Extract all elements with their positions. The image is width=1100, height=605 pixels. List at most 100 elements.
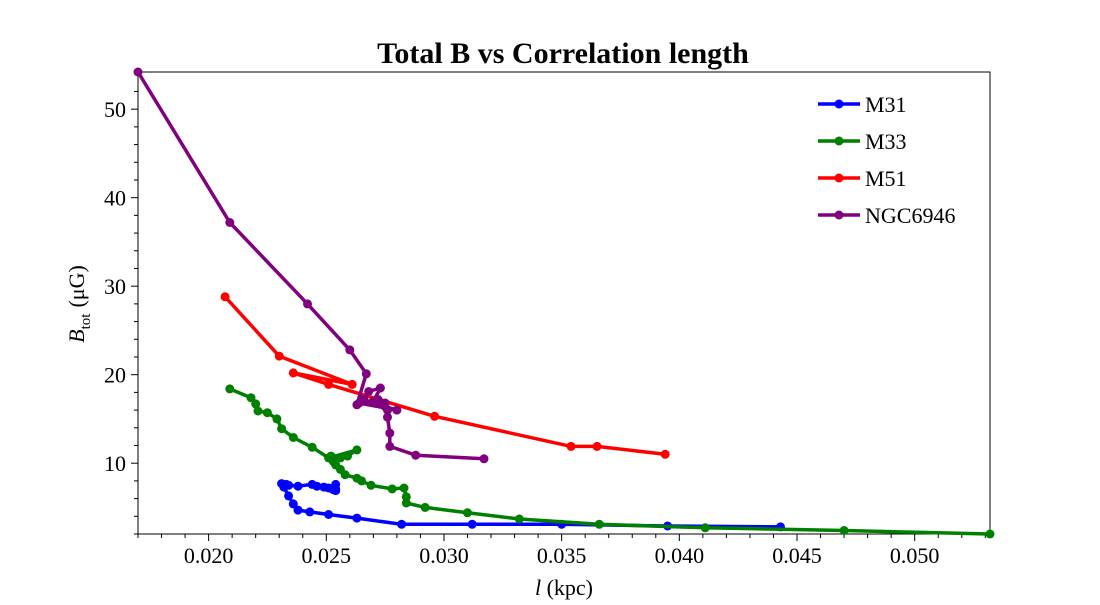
data-point-m33	[399, 483, 409, 493]
data-point-m33	[366, 480, 376, 490]
data-point-m51	[288, 368, 298, 378]
data-point-m51	[430, 411, 440, 421]
x-tick-label: 0.030	[419, 543, 469, 568]
x-tick-label: 0.050	[890, 543, 940, 568]
data-point-ngc6946	[361, 369, 371, 379]
data-point-m33	[352, 445, 362, 455]
legend-marker-m51	[834, 173, 844, 183]
data-point-m51	[660, 449, 670, 459]
x-tick-label: 0.040	[655, 543, 705, 568]
data-point-m33	[343, 451, 352, 461]
data-point-ngc6946	[364, 387, 374, 396]
data-point-m51	[274, 351, 284, 361]
data-point-m31	[277, 479, 287, 489]
data-point-ngc6946	[359, 395, 369, 404]
legend-label-m51: M51	[865, 166, 907, 191]
legend-item-m31: M31	[818, 92, 907, 117]
data-point-ngc6946	[385, 441, 395, 451]
data-point-ngc6946	[411, 450, 421, 460]
series-m33	[225, 384, 995, 539]
legend: M31 M33 M51 NGC6946	[818, 92, 955, 228]
data-point-m31	[324, 510, 334, 519]
data-point-m31	[467, 519, 477, 529]
series-m51	[220, 292, 670, 459]
y-axis-label-unit: (μG)	[64, 265, 89, 307]
data-point-m31	[305, 507, 315, 517]
data-point-m33	[839, 526, 849, 535]
data-point-ngc6946	[385, 428, 395, 438]
legend-label-ngc6946: NGC6946	[865, 203, 955, 228]
data-point-m33	[352, 473, 362, 483]
data-point-m33	[387, 484, 397, 494]
y-tick-label: 50	[104, 97, 126, 122]
y-axis-label-var: B	[64, 329, 89, 342]
series-layer	[133, 67, 995, 539]
data-point-m33	[272, 414, 282, 424]
data-point-m33	[420, 502, 430, 512]
x-axis-label-var: l	[535, 575, 541, 600]
y-tick-label: 20	[104, 363, 126, 388]
series-m31	[277, 479, 785, 532]
data-point-m33	[985, 529, 995, 539]
data-point-m33	[324, 453, 334, 463]
chart-title: Total B vs Correlation length	[377, 37, 749, 70]
data-point-ngc6946	[383, 412, 392, 422]
legend-label-m31: M31	[865, 92, 907, 117]
x-axis-label-unit: (kpc)	[541, 575, 593, 600]
data-point-m31	[312, 481, 322, 491]
data-point-m51	[347, 379, 357, 389]
x-axis-ticks: 0.020 0.025 0.030 0.035 0.040 0.045 0.050	[137, 534, 986, 568]
data-point-m33	[594, 519, 604, 529]
data-point-ngc6946	[368, 396, 378, 406]
data-point-m31	[293, 481, 303, 491]
data-point-ngc6946	[352, 400, 362, 410]
x-tick-label: 0.035	[537, 543, 587, 568]
series-line-m33	[229, 387, 991, 536]
y-axis-ticks: 10 20 30 40 50	[104, 73, 138, 535]
data-point-m31	[397, 519, 407, 529]
y-tick-label: 40	[104, 186, 126, 211]
data-point-ngc6946	[225, 218, 235, 227]
data-point-m33	[307, 442, 317, 452]
data-point-ngc6946	[375, 383, 385, 393]
legend-item-m33: M33	[818, 129, 907, 154]
data-point-m33	[463, 508, 472, 518]
data-point-m33	[514, 514, 524, 524]
y-tick-label: 30	[104, 274, 126, 299]
data-point-ngc6946	[380, 402, 390, 412]
x-tick-label: 0.045	[772, 543, 822, 568]
legend-item-m51: M51	[818, 166, 907, 191]
data-point-m51	[220, 292, 230, 302]
data-point-ngc6946	[392, 405, 402, 415]
data-point-m51	[592, 441, 602, 451]
series-ngc6946	[133, 67, 489, 464]
data-point-m31	[293, 505, 303, 515]
y-axis-label-sub: tot	[78, 313, 94, 330]
data-point-m33	[335, 453, 345, 463]
data-point-m33	[225, 384, 235, 394]
legend-marker-m33	[834, 136, 844, 146]
series-line-ngc6946	[136, 71, 485, 461]
data-point-m31	[284, 491, 294, 501]
data-point-m51	[324, 379, 334, 389]
legend-marker-ngc6946	[834, 210, 844, 220]
data-point-ngc6946	[303, 299, 312, 309]
data-point-m31	[284, 480, 294, 490]
data-point-m33	[262, 408, 272, 418]
legend-marker-m31	[834, 99, 844, 109]
x-tick-label: 0.025	[302, 543, 352, 568]
data-point-m31	[331, 479, 341, 489]
data-point-m51	[566, 441, 576, 451]
x-axis-label: l (kpc)	[535, 575, 593, 600]
data-point-m31	[288, 499, 298, 509]
legend-label-m33: M33	[865, 129, 907, 154]
plot-frame	[137, 71, 991, 535]
x-tick-label: 0.020	[184, 543, 234, 568]
y-tick-label: 10	[104, 451, 126, 476]
legend-item-ngc6946: NGC6946	[818, 203, 955, 228]
data-point-ngc6946	[345, 345, 355, 355]
plot-area: 0.020 0.025 0.030 0.035 0.040 0.045 0.050 10 20…	[104, 67, 995, 568]
data-point-m33	[251, 399, 261, 409]
data-point-m33	[700, 523, 710, 533]
